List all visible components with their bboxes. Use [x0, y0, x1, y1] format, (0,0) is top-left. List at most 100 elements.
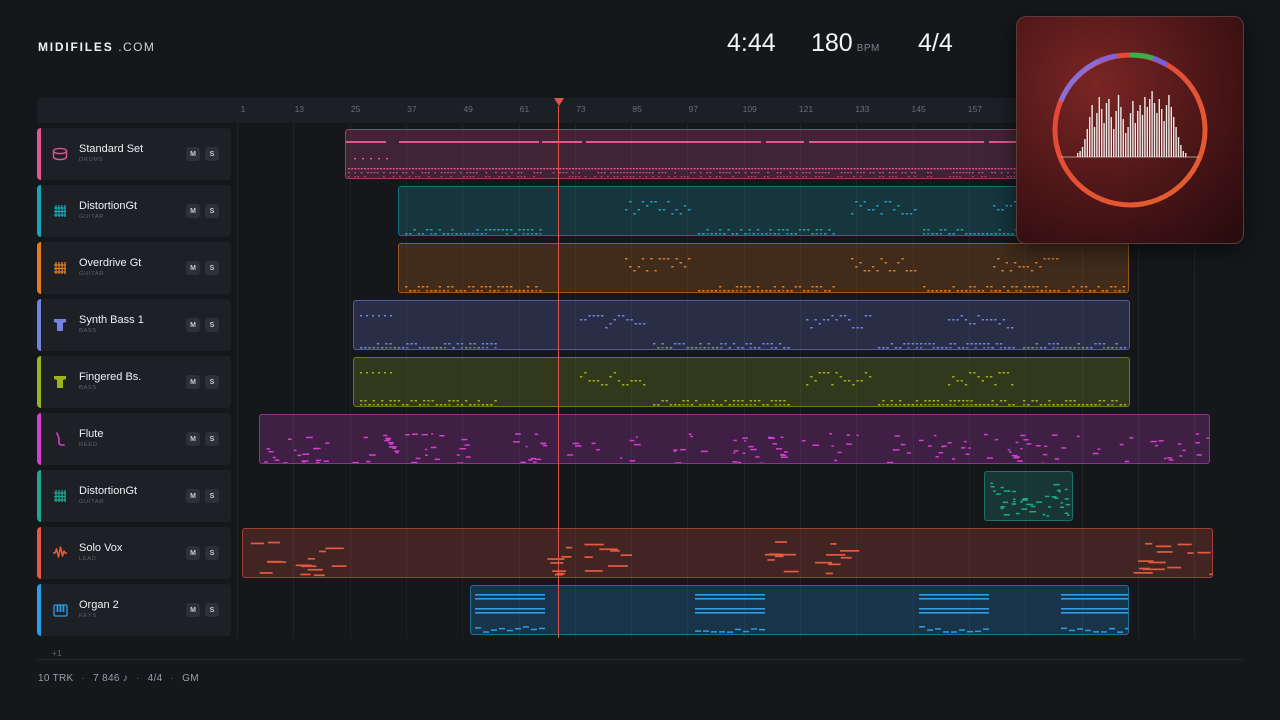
ruler-tick: 49: [463, 104, 473, 114]
solo-button[interactable]: S: [205, 147, 219, 161]
ruler-tick: 85: [632, 104, 642, 114]
track-category: GUITAR: [79, 271, 105, 277]
mute-button[interactable]: M: [186, 204, 200, 218]
track-name: Solo Vox: [79, 542, 123, 554]
track-category: BASS: [79, 328, 97, 334]
track-color-bar: [37, 128, 41, 180]
clip-notes: [250, 541, 1212, 577]
circular-visualizer: [1052, 52, 1208, 208]
solo-button[interactable]: S: [205, 432, 219, 446]
mute-button[interactable]: M: [186, 375, 200, 389]
track-header[interactable]: Organ 2 KEYS M S: [37, 584, 231, 636]
track-header[interactable]: Fingered Bs. BASS M S: [37, 356, 231, 408]
mute-button[interactable]: M: [186, 318, 200, 332]
grid-line: [349, 123, 351, 638]
track-header[interactable]: DistortionGt GUITAR M S: [37, 185, 231, 237]
ruler-tick: 13: [294, 104, 305, 114]
track-color-bar: [37, 527, 41, 579]
midi-clip[interactable]: [345, 129, 1130, 179]
midi-clip[interactable]: [398, 243, 1129, 293]
tempo-display: 180 BPM: [811, 29, 880, 58]
flute-icon: [51, 430, 69, 448]
track-category: KEYS: [79, 613, 97, 619]
footer-signature: 4/4: [147, 673, 163, 684]
track-name: Flute: [79, 428, 104, 440]
ruler-tick: 157: [967, 104, 982, 114]
wave-icon: [51, 544, 69, 562]
footer-divider: [37, 659, 1243, 660]
track-category: REED: [79, 442, 98, 448]
solo-button[interactable]: S: [205, 261, 219, 275]
track-color-bar: [37, 242, 41, 294]
mute-button[interactable]: M: [186, 546, 200, 560]
midi-clip[interactable]: [242, 528, 1213, 578]
track-header[interactable]: Standard Set DRUMS M S: [37, 128, 231, 180]
solo-button[interactable]: S: [205, 489, 219, 503]
track-header[interactable]: Overdrive Gt GUITAR M S: [37, 242, 231, 294]
guitar-grid-icon: [51, 487, 69, 505]
ruler-tick: 1: [240, 104, 246, 114]
mute-button[interactable]: M: [186, 489, 200, 503]
solo-button[interactable]: S: [205, 546, 219, 560]
mute-button[interactable]: M: [186, 432, 200, 446]
grid-line: [237, 123, 238, 638]
track-category: BASS: [79, 385, 97, 391]
track-name: Standard Set: [79, 143, 144, 155]
grid-line: [518, 123, 520, 638]
mute-button[interactable]: M: [186, 261, 200, 275]
grid-line: [800, 123, 801, 638]
midi-clip[interactable]: [353, 300, 1130, 350]
mute-button[interactable]: M: [186, 603, 200, 617]
track-header[interactable]: DistortionGt GUITAR M S: [37, 470, 231, 522]
track-category: DRUMS: [79, 157, 104, 163]
ruler-tick: 61: [519, 104, 530, 114]
track-category: GUITAR: [79, 214, 105, 220]
grid-line: [1137, 123, 1139, 638]
track-color-bar: [37, 584, 41, 636]
ruler-tick: 133: [855, 104, 870, 114]
grid-line: [1025, 123, 1027, 638]
track-color-bar: [37, 185, 41, 237]
midi-clip[interactable]: [259, 414, 1210, 464]
midi-clip[interactable]: [984, 471, 1073, 521]
ruler-tick: 37: [407, 104, 417, 114]
playhead-handle[interactable]: [554, 98, 564, 106]
solo-button[interactable]: S: [205, 375, 219, 389]
track-header[interactable]: Synth Bass 1 BASS M S: [37, 299, 231, 351]
clip-notes: [360, 315, 1127, 349]
midi-standard: GM: [182, 673, 199, 684]
track-category: LEAD: [79, 556, 97, 562]
timeline-ruler[interactable]: 1 13 25 37 49 61 73 85 97 109 121 133 145 157: [37, 98, 1210, 123]
clip-notes: [264, 433, 1209, 463]
keys-icon: [51, 601, 69, 619]
visualizer-bars: [1061, 91, 1199, 158]
playhead[interactable]: [558, 106, 559, 638]
track-name: Synth Bass 1: [79, 314, 144, 326]
grid-line: [1081, 123, 1083, 638]
album-cover-visualizer: [1016, 16, 1244, 244]
guitar-grid-icon: [51, 202, 69, 220]
brand-logo[interactable]: MIDIFILES .COM: [38, 40, 156, 54]
track-header[interactable]: Flute REED M S: [37, 413, 231, 465]
grid-line: [293, 123, 295, 638]
grid-line: [462, 123, 464, 638]
midi-clip[interactable]: [398, 186, 1130, 236]
midi-clip[interactable]: [353, 357, 1130, 407]
midi-clip[interactable]: [470, 585, 1129, 635]
grid-line: [405, 123, 407, 638]
solo-button[interactable]: S: [205, 603, 219, 617]
grid-line: [912, 123, 914, 638]
ruler-tick: 109: [742, 104, 757, 114]
grid-line: [743, 123, 745, 638]
track-header[interactable]: Solo Vox LEAD M S: [37, 527, 231, 579]
song-duration: 4:44: [727, 29, 776, 57]
clip-notes: [990, 482, 1070, 517]
solo-button[interactable]: S: [205, 204, 219, 218]
track-name: DistortionGt: [79, 485, 138, 497]
solo-button[interactable]: S: [205, 318, 219, 332]
guitar-grid-icon: [51, 259, 69, 277]
clip-notes: [346, 141, 1129, 178]
bass-icon: [51, 316, 69, 334]
mute-button[interactable]: M: [186, 147, 200, 161]
more-tracks-indicator[interactable]: +1: [52, 648, 62, 658]
